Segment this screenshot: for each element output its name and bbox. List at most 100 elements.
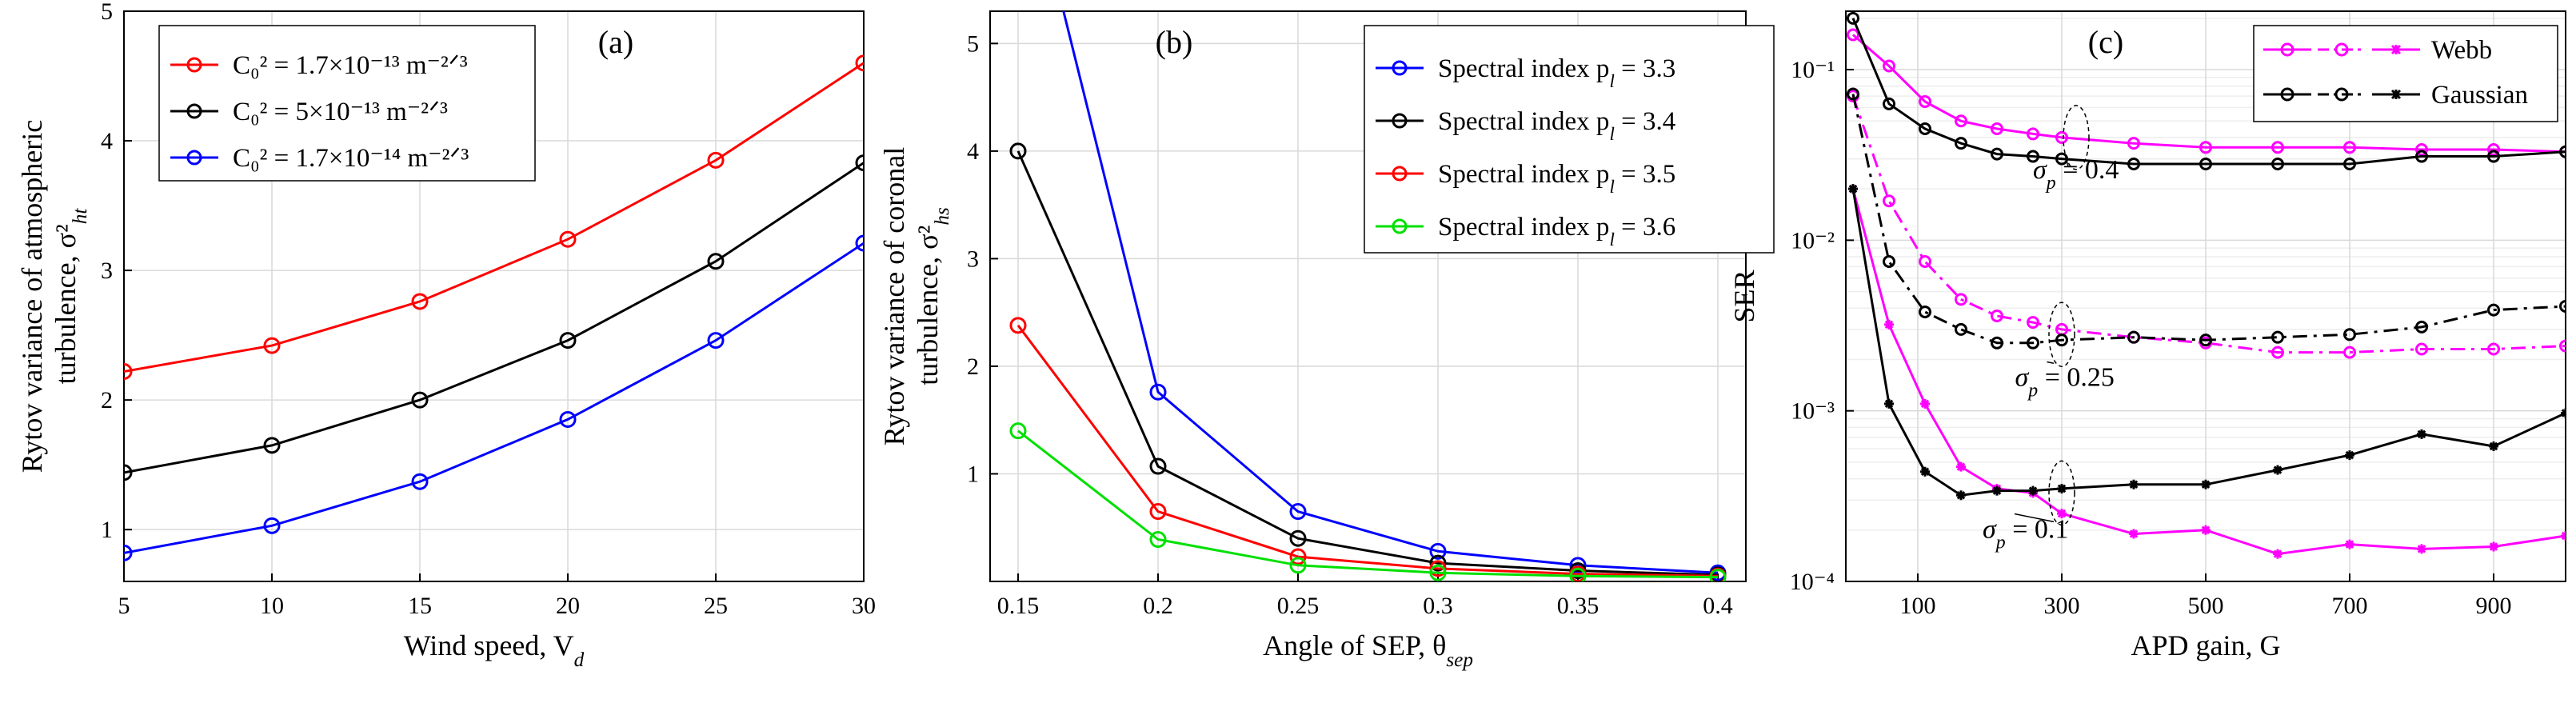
data-point <box>2561 531 2566 541</box>
data-point <box>124 362 133 380</box>
data-point <box>2028 485 2038 496</box>
data-point <box>2127 330 2140 344</box>
data-point <box>855 154 864 172</box>
plot-frame <box>123 10 865 582</box>
annotation: σp = 0.4 <box>2033 105 2119 194</box>
data-point <box>2027 316 2039 330</box>
legend-box <box>158 25 536 182</box>
data-point <box>1991 310 2003 323</box>
y-tick-label: 10⁻² <box>1791 227 1835 254</box>
y-axis-label: Rytov variance of atmospheric <box>16 120 48 473</box>
legend-entry: Spectral index pl = 3.3 <box>1376 54 1675 91</box>
data-point <box>1149 531 1167 549</box>
data-point <box>559 230 577 248</box>
data-point <box>1955 114 1967 128</box>
data-point <box>1009 317 1027 334</box>
x-tick-label: 15 <box>408 593 432 619</box>
y-axis-label: turbulence, σ²ht <box>50 208 91 385</box>
data-point <box>2271 346 2284 359</box>
annotation-label: σp = 0.4 <box>2033 155 2119 194</box>
legend-label: Spectral index pl = 3.4 <box>1438 107 1675 144</box>
panel-label: (b) <box>1156 24 1193 60</box>
legend-marker <box>1392 218 1408 234</box>
data-point <box>1920 466 1930 477</box>
y-axis-label: turbulence, σ²hs <box>912 207 953 385</box>
data-point <box>1991 122 2003 136</box>
data-point <box>2201 479 2211 489</box>
data-point <box>263 337 281 354</box>
data-point <box>2027 336 2039 350</box>
data-point <box>1009 142 1027 160</box>
data-point <box>1920 398 1930 409</box>
data-point <box>1956 490 1966 501</box>
x-tick-label: 100 <box>1900 593 1936 619</box>
data-point <box>2127 157 2140 170</box>
data-point <box>2343 157 2356 170</box>
y-axis-label: Rytov variance of coronal <box>878 147 910 445</box>
data-point <box>2201 525 2211 535</box>
legend-label: Spectral index pl = 3.6 <box>1438 213 1675 250</box>
y-tick-label: 5 <box>967 30 979 57</box>
data-point <box>855 54 864 72</box>
y-tick-label: 1 <box>967 461 979 487</box>
data-point <box>2417 429 2426 439</box>
data-point <box>411 391 429 409</box>
legend-label: Webb <box>2431 36 2492 65</box>
data-point <box>2415 342 2428 356</box>
y-tick-label: 2 <box>101 387 113 413</box>
annotation-ellipse <box>2048 460 2075 526</box>
data-point <box>2129 479 2139 489</box>
series-line <box>1062 11 1719 574</box>
legend-label: C₀² = 1.7×10⁻¹⁴ m⁻²ᐟ³ <box>233 144 469 173</box>
y-tick-label: 1 <box>101 517 113 543</box>
data-point <box>2057 483 2067 493</box>
data-point <box>2199 141 2212 154</box>
plot-frame <box>1845 10 2566 582</box>
data-point <box>1429 564 1447 581</box>
x-axis-label: Angle of SEP, θsep <box>1263 629 1473 671</box>
x-tick-label: 10 <box>260 593 284 619</box>
plot-frame <box>989 10 1747 582</box>
data-point <box>2487 150 2500 163</box>
legend-marker <box>2334 42 2349 57</box>
annotation-leader <box>2047 361 2055 365</box>
data-point <box>1569 567 1587 581</box>
data-point <box>2273 549 2282 559</box>
data-point <box>124 464 133 481</box>
data-point <box>1992 485 2002 496</box>
data-point <box>1429 554 1447 572</box>
legend-marker <box>1392 113 1408 129</box>
data-point <box>1919 94 1931 108</box>
data-point <box>2489 441 2498 451</box>
data-point <box>2559 299 2566 313</box>
series-line <box>124 162 864 474</box>
x-tick-label: 30 <box>852 593 876 619</box>
data-point <box>2343 346 2356 359</box>
legend-entry: Webb <box>2263 36 2492 65</box>
data-point <box>1847 11 1859 25</box>
data-point <box>1883 97 1895 110</box>
series-line <box>1016 324 1719 577</box>
data-point <box>2271 141 2284 154</box>
annotation-label: σp = 0.25 <box>2015 363 2115 401</box>
legend-marker <box>2390 89 2402 100</box>
data-point <box>2027 150 2039 163</box>
x-tick-label: 20 <box>556 593 580 619</box>
data-point <box>2345 450 2354 461</box>
y-tick-label: 3 <box>967 246 979 272</box>
data-point <box>1883 194 1895 208</box>
legend: C₀² = 1.7×10⁻¹³ m⁻²ᐟ³ C₀² = 5×10⁻¹³ m⁻²ᐟ³… <box>158 25 536 182</box>
y-tick-label: 2 <box>967 353 979 380</box>
data-point <box>2027 127 2039 141</box>
legend: Webb Gaussian <box>2253 25 2558 122</box>
data-point <box>1709 569 1727 581</box>
data-point <box>2343 328 2356 342</box>
data-point <box>2199 334 2212 347</box>
legend-label: C₀² = 1.7×10⁻¹³ m⁻²ᐟ³ <box>233 51 468 80</box>
chart-panel-c: 100 300 500 700 900 10⁻⁴ 10⁻³ 10⁻² 10⁻¹ APD gain,… <box>1728 10 2566 661</box>
data-point <box>1149 503 1167 521</box>
series-line <box>1851 188 2566 497</box>
series-line <box>124 242 864 554</box>
legend-box <box>1364 25 1775 254</box>
data-point <box>263 517 281 534</box>
